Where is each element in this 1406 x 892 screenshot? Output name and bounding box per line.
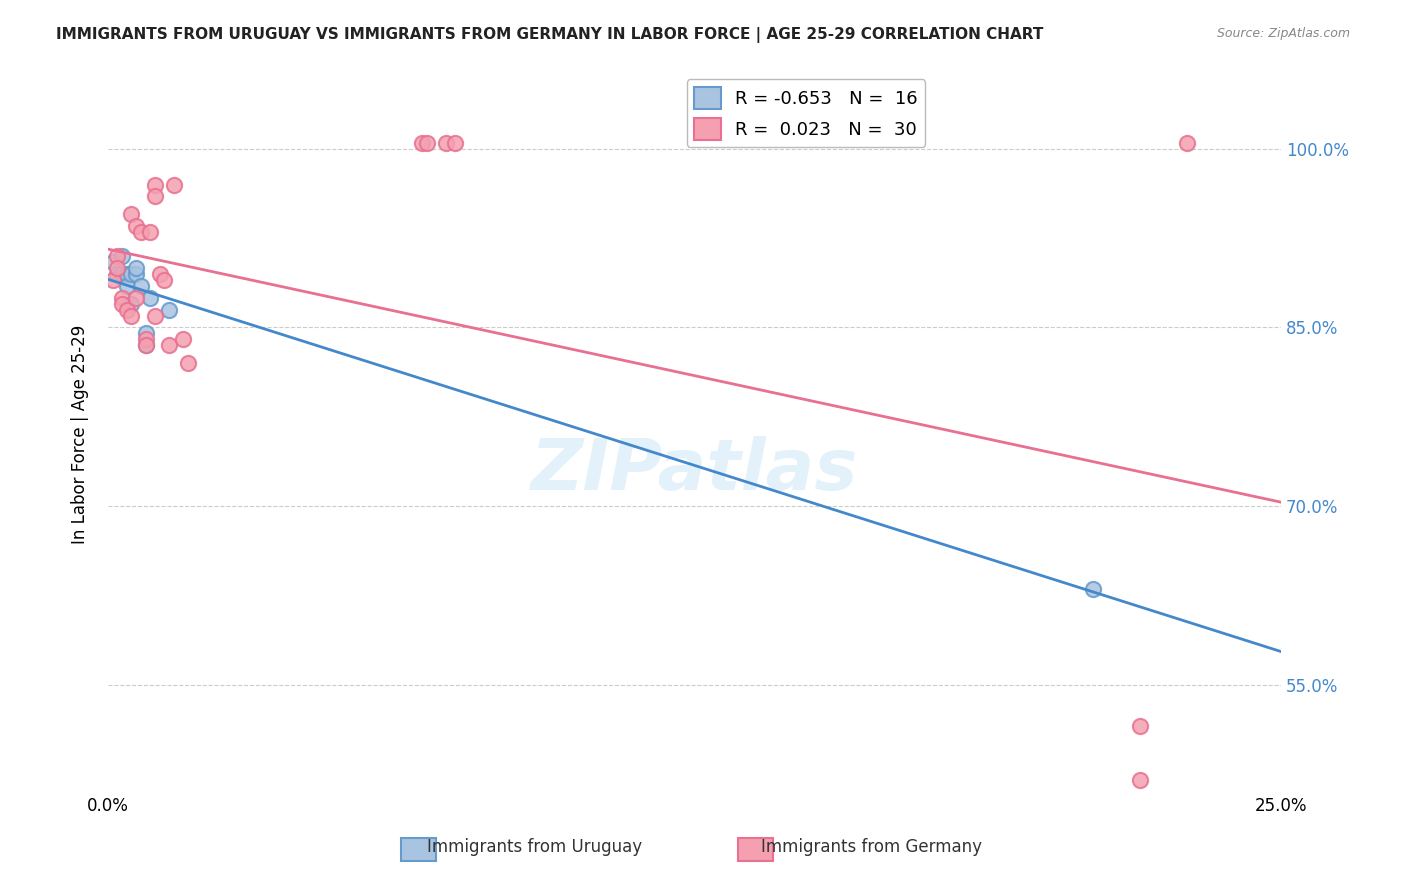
Point [129, 278, 152, 293]
Point [125, 267, 148, 281]
Point [101, 273, 124, 287]
Point [153, 273, 176, 287]
Point [163, 178, 186, 192]
Point [125, 291, 148, 305]
Point [115, 267, 138, 281]
Point [143, 189, 166, 203]
Legend: R = -0.653   N =  16, R =  0.023   N =  30: R = -0.653 N = 16, R = 0.023 N = 30 [686, 79, 925, 147]
Point [101, 255, 124, 269]
Point [157, 338, 180, 352]
Point [135, 332, 157, 346]
Point [1129, 772, 1152, 787]
Point [139, 225, 162, 239]
Point [139, 291, 162, 305]
Point [143, 178, 166, 192]
Point [444, 136, 467, 150]
Point [416, 136, 439, 150]
Text: ZIPatlas: ZIPatlas [531, 436, 858, 505]
Point [135, 338, 157, 352]
Point [105, 267, 128, 281]
Point [111, 249, 134, 263]
Point [105, 249, 128, 263]
Text: IMMIGRANTS FROM URUGUAY VS IMMIGRANTS FROM GERMANY IN LABOR FORCE | AGE 25-29 CO: IMMIGRANTS FROM URUGUAY VS IMMIGRANTS FR… [56, 27, 1043, 43]
Point [115, 278, 138, 293]
Point [111, 296, 134, 310]
Point [125, 260, 148, 275]
Point [120, 207, 142, 221]
Point [120, 267, 142, 281]
Text: Immigrants from Uruguay: Immigrants from Uruguay [426, 838, 643, 856]
Text: Source: ZipAtlas.com: Source: ZipAtlas.com [1216, 27, 1350, 40]
Point [149, 267, 172, 281]
Point [177, 356, 200, 370]
Point [1175, 136, 1198, 150]
Point [129, 225, 152, 239]
Point [1129, 719, 1152, 733]
Point [120, 309, 142, 323]
Point [115, 302, 138, 317]
Point [157, 302, 180, 317]
Point [120, 296, 142, 310]
Y-axis label: In Labor Force | Age 25-29: In Labor Force | Age 25-29 [72, 325, 89, 544]
Point [1083, 582, 1105, 597]
Text: Immigrants from Germany: Immigrants from Germany [761, 838, 983, 856]
Point [172, 332, 194, 346]
Point [143, 309, 166, 323]
Point [105, 260, 128, 275]
Point [111, 291, 134, 305]
Point [135, 338, 157, 352]
Point [125, 219, 148, 234]
Point [411, 136, 433, 150]
Point [434, 136, 457, 150]
Point [135, 326, 157, 341]
Point [111, 267, 134, 281]
